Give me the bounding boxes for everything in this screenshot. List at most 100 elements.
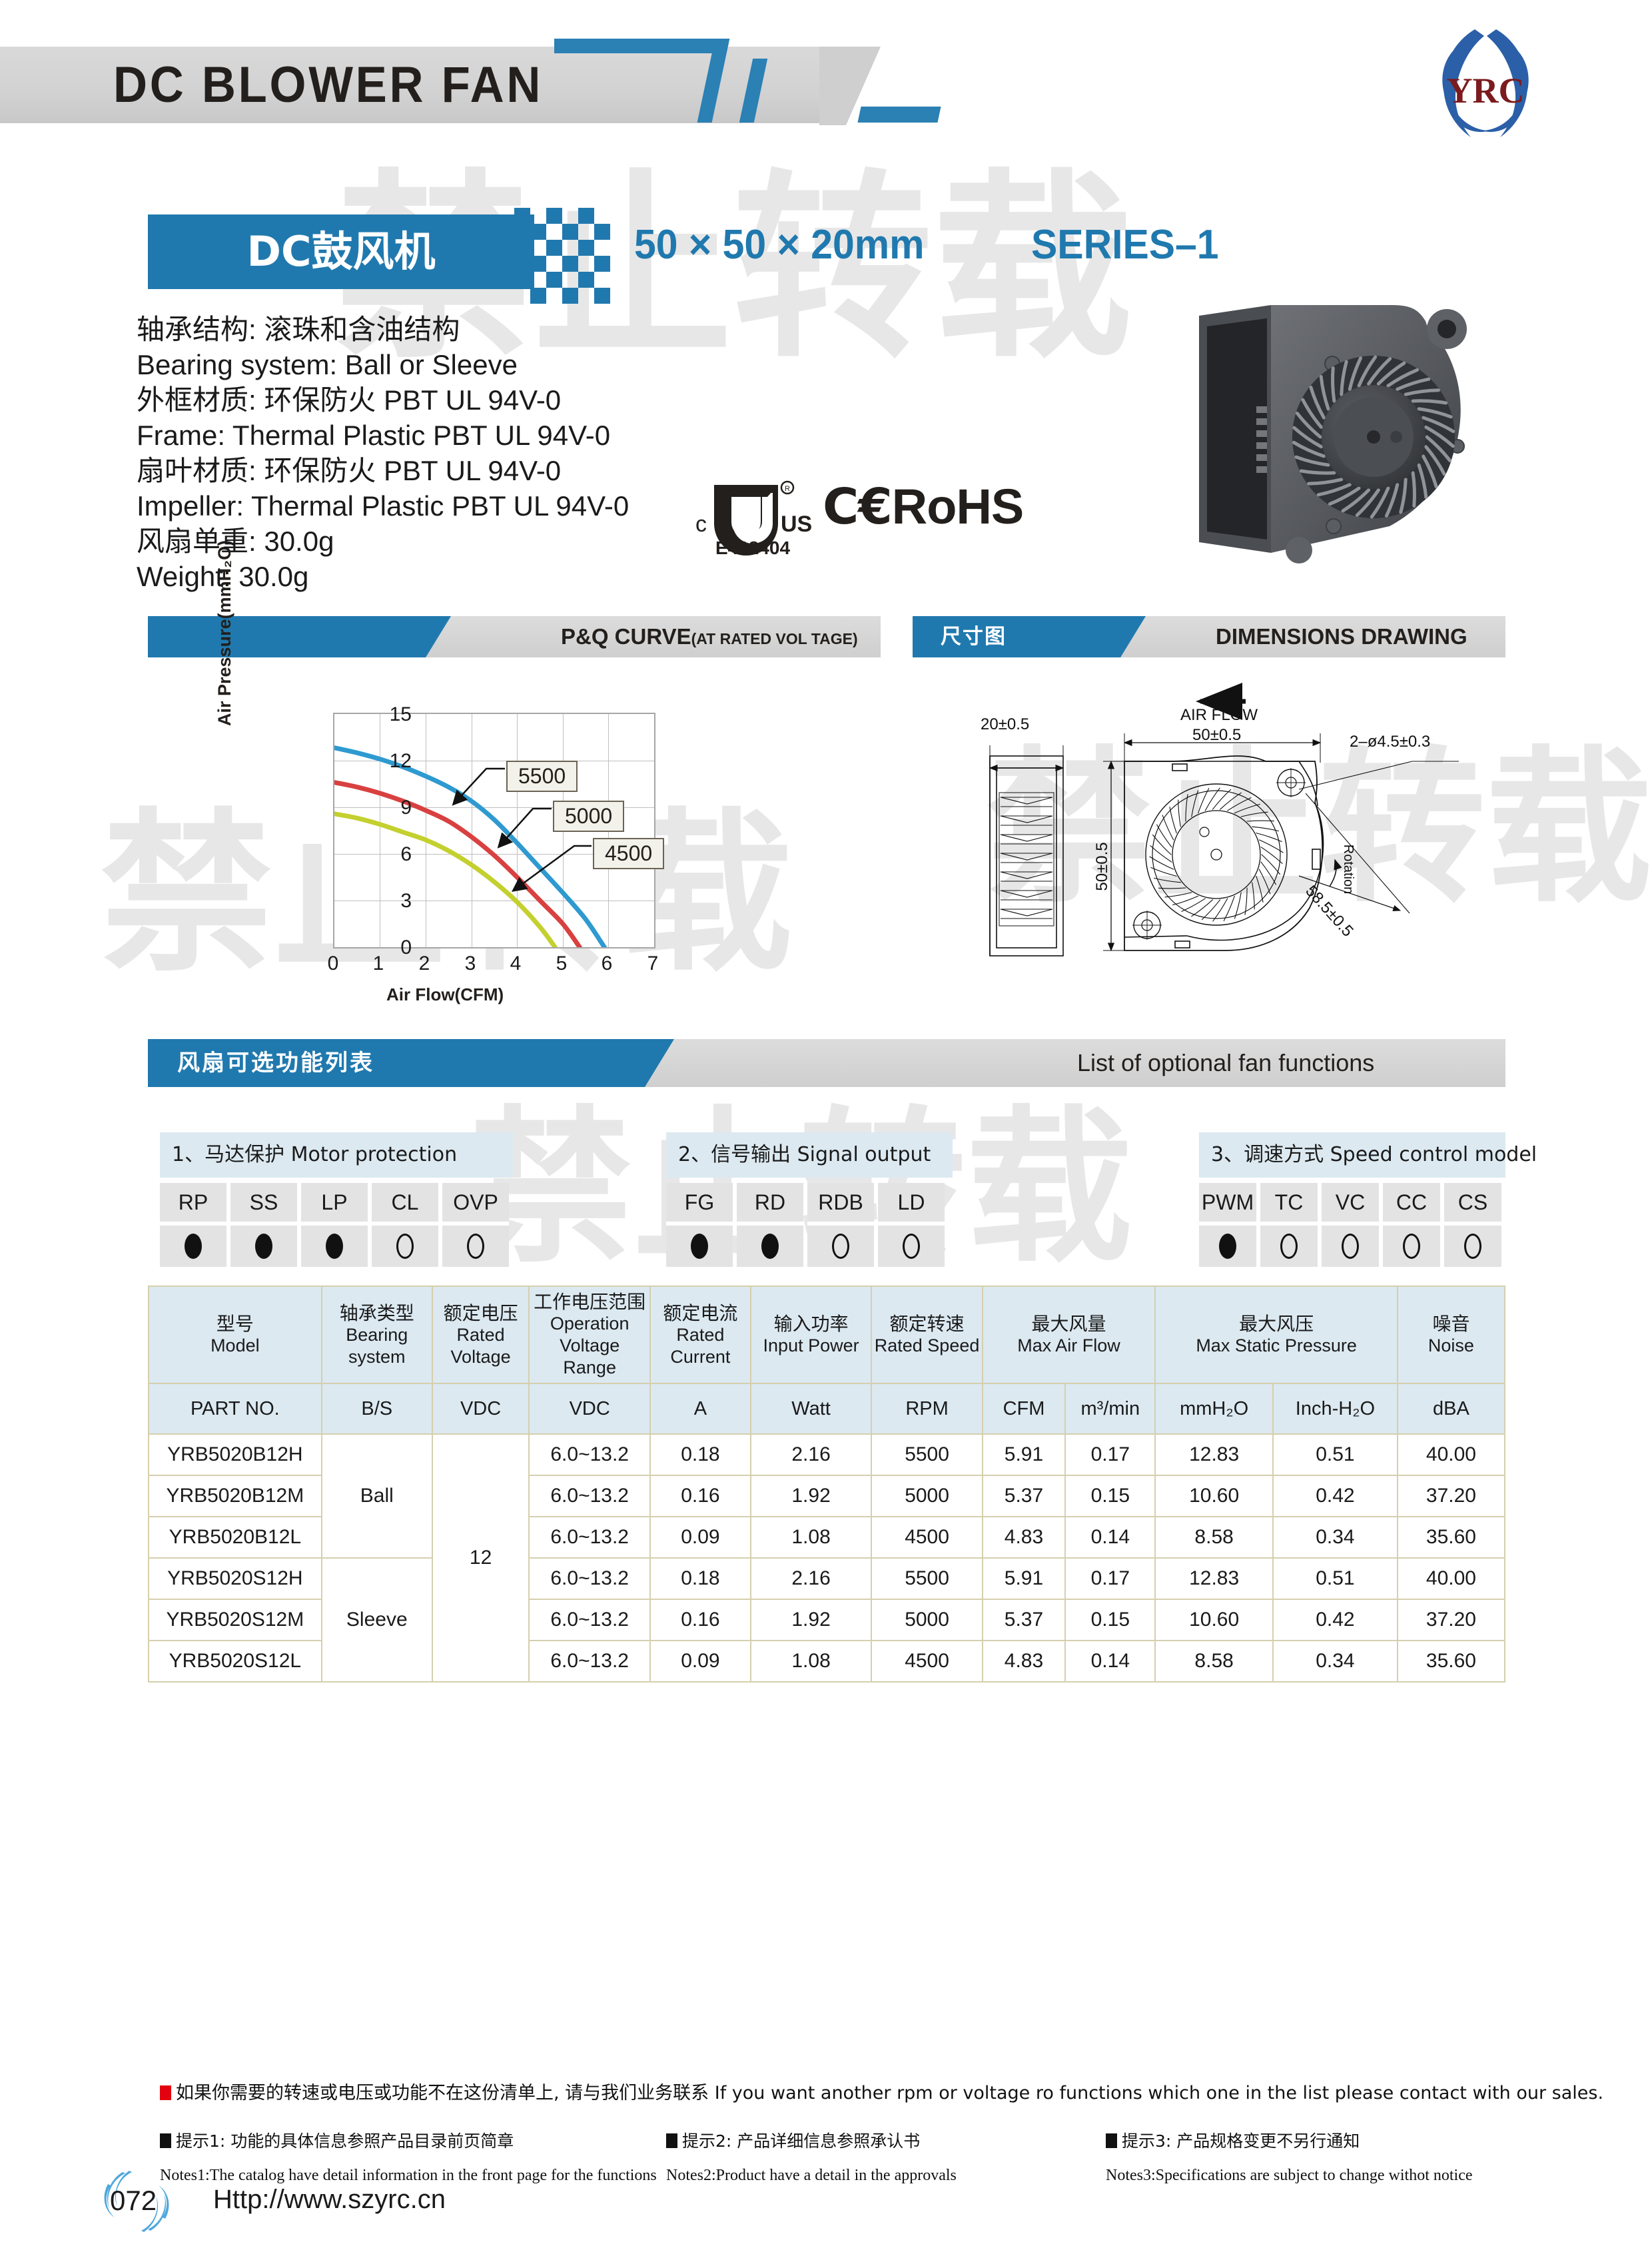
cell-cfm: 5.91 (981, 1557, 1066, 1600)
checker-square (578, 240, 594, 256)
filled-circle-icon (185, 1234, 202, 1259)
chart-series-5000 (334, 780, 582, 947)
chart-series-label-4500: 4500 (593, 838, 665, 869)
dim-side-width: 20±0.5 (981, 715, 1029, 733)
impeller-blade (1234, 803, 1260, 814)
impeller-blade (1212, 898, 1228, 922)
unit-m3min: m³/min (1064, 1383, 1156, 1435)
fn-code-label: VC (1322, 1183, 1379, 1226)
notes-section: 如果你需要的转速或电压或功能不在这份清单上, 请与我们业务联系 If you w… (160, 2078, 1603, 2185)
cell-rated-current: 0.09 (649, 1516, 751, 1559)
impeller-blade (1422, 416, 1455, 434)
note-en-2: Notes2:Product have a detail in the appr… (666, 2167, 957, 2184)
cell-noise: 40.00 (1396, 1557, 1506, 1600)
cell-model: YRB5020B12H (148, 1433, 322, 1476)
cell-inch-h2o: 0.34 (1272, 1516, 1398, 1559)
product-series: SERIES–1 (1031, 222, 1219, 268)
yrc-logo: YRC (1442, 29, 1529, 137)
fn-option-ovp[interactable]: OVP (442, 1183, 509, 1267)
fn-option-ss[interactable]: SS (230, 1183, 297, 1267)
fn-group-motor-protection: 1、马达保护 Motor protection RP SS LP CL OVP (160, 1132, 513, 1267)
impeller-blade (1292, 426, 1323, 449)
impeller-blade (1348, 356, 1363, 391)
cell-voltage-range: 6.0~13.2 (528, 1433, 651, 1476)
empty-circle-icon (1342, 1234, 1359, 1259)
chart-ytick: 0 (400, 936, 412, 958)
cell-model: YRB5020S12M (148, 1599, 322, 1641)
fn-option-cc[interactable]: CC (1383, 1183, 1440, 1267)
spec-line: 风扇单重: 30.0g (137, 526, 334, 557)
chart-xtick: 0 (327, 952, 339, 974)
table-row: YRB5020S12M 6.0~13.2 0.16 1.92 5000 5.37 0.15 1… (148, 1599, 1506, 1641)
fn-option-pwm[interactable]: PWM (1199, 1183, 1256, 1267)
fn-option-cs[interactable]: CS (1444, 1183, 1501, 1267)
cell-rated-current: 0.18 (649, 1433, 751, 1476)
fn-option-vc[interactable]: VC (1322, 1183, 1379, 1267)
fn-group-speed-control: 3、调速方式 Speed control model PWM TC VC CC CS (1199, 1132, 1537, 1267)
product-photo-blower-fan (1199, 305, 1467, 563)
chart-xtick: 1 (372, 952, 384, 974)
th-max-air-flow: 最大风量 Max Air Flow (981, 1286, 1156, 1384)
fn-option-rdb[interactable]: RDB (807, 1183, 874, 1267)
impeller-blade (1153, 877, 1181, 883)
checker-square (578, 208, 594, 224)
cell-input-power: 2.16 (749, 1433, 873, 1476)
cell-mmh2o: 10.60 (1154, 1599, 1274, 1641)
empty-circle-icon (1464, 1234, 1481, 1259)
unit-part-no: PART NO. (148, 1383, 322, 1435)
cell-mmh2o: 12.83 (1154, 1557, 1274, 1600)
impeller-blade (1376, 361, 1406, 386)
spec-line: Weight: 30.0g (137, 561, 309, 592)
dim-rotation-label: Rotation (1341, 845, 1356, 895)
impeller-blade (1424, 425, 1455, 448)
impeller-blade (1158, 887, 1186, 889)
chart-plot-area (333, 713, 655, 948)
fn-option-fg[interactable]: FG (666, 1183, 733, 1267)
ul-us-label: US (781, 512, 812, 537)
impeller-blade (1404, 388, 1440, 396)
th-rated-speed: 额定转速 Rated Speed (871, 1286, 983, 1384)
ul-c-label: c (695, 512, 707, 537)
product-title-cn: DC鼓风机 (246, 227, 436, 276)
impeller-blade (1212, 789, 1232, 810)
impeller-blade (1396, 377, 1431, 391)
fn-option-rd[interactable]: RD (737, 1183, 803, 1267)
fn-code-label: RDB (807, 1183, 874, 1226)
cell-noise: 37.20 (1396, 1475, 1506, 1517)
header-chevron-top (554, 39, 721, 53)
fn-option-tc[interactable]: TC (1260, 1183, 1318, 1267)
unit-vdc-range: VDC (528, 1383, 651, 1435)
banner-pq-label: P&Q CURVE(AT RATED VOL TAGE) (561, 624, 858, 649)
empty-circle-icon (1280, 1234, 1298, 1259)
table-group-header-row: 型号 Model 轴承类型 Bearing system 额定电压 Rated Vol… (148, 1286, 1506, 1384)
checker-square (546, 272, 562, 288)
fn-option-ld[interactable]: LD (878, 1183, 945, 1267)
cell-mmh2o: 12.83 (1154, 1433, 1274, 1476)
impeller-blade (1340, 360, 1348, 396)
table-row: YRB5020S12H Sleeve 6.0~13.2 0.18 2.16 5500 5.9… (148, 1557, 1506, 1682)
chart-ytick: 6 (400, 843, 412, 865)
fn-code-label: RD (737, 1183, 803, 1226)
impeller-blade (1204, 787, 1220, 811)
impeller-blade (1367, 357, 1392, 386)
fn-group-title: 2、信号输出 Signal output (666, 1132, 953, 1178)
dimensions-drawing: 20±0.5 50±0.5 50±0.5 2–ø4.5±0.3 58.5±0.5… (981, 683, 1459, 956)
fn-code-label: LD (878, 1183, 945, 1226)
fn-code-label: CS (1444, 1183, 1501, 1226)
cell-voltage-range: 6.0~13.2 (528, 1475, 651, 1517)
fn-option-cl[interactable]: CL (372, 1183, 438, 1267)
cell-rated-current: 0.16 (649, 1475, 751, 1517)
fn-availability-cell (878, 1226, 945, 1267)
chart-xtick: 3 (464, 952, 476, 974)
impeller-blade (1162, 815, 1174, 841)
impeller-blade (1258, 839, 1284, 853)
fn-option-rp[interactable]: RP (160, 1183, 226, 1267)
cell-voltage-range: 6.0~13.2 (528, 1640, 651, 1682)
footer-logo-icon (104, 2171, 169, 2232)
fn-option-lp[interactable]: LP (301, 1183, 368, 1267)
impeller-blade (1309, 386, 1326, 420)
impeller-blade (1234, 892, 1242, 919)
spec-line: 外框材质: 环保防火 PBT UL 94V-0 (137, 384, 562, 416)
note-col-1: 提示1: 功能的具体信息参照产品目录前页简章 Notes1:The catalo… (160, 2128, 666, 2185)
cell-m3min: 0.14 (1064, 1516, 1156, 1559)
